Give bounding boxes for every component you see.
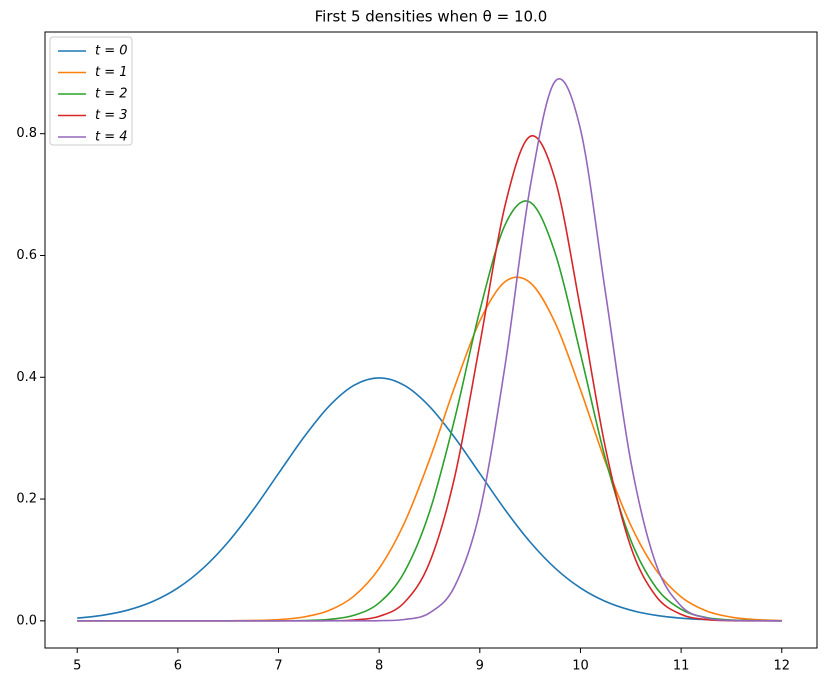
legend-label: t = 1 (95, 65, 128, 80)
line-series (77, 200, 782, 622)
y-tick-label: 0.6 (16, 248, 37, 263)
y-tick-label: 0.2 (16, 492, 37, 507)
chart-title: First 5 densities when θ = 10.0 (315, 8, 548, 26)
x-tick-label: 6 (174, 659, 182, 674)
legend-label: t = 3 (95, 108, 128, 123)
line-series (77, 377, 782, 622)
x-tick-label: 10 (572, 659, 589, 674)
y-tick-label: 0.0 (16, 613, 37, 628)
legend-label: t = 2 (95, 87, 128, 102)
line-series (77, 135, 782, 622)
x-tick-label: 5 (73, 659, 81, 674)
plot-frame (44, 31, 818, 649)
x-tick-label: 9 (476, 659, 484, 674)
line-series (77, 276, 782, 622)
y-tick-label: 0.4 (16, 370, 37, 385)
x-tick-label: 11 (673, 659, 690, 674)
x-tick-label: 12 (773, 659, 790, 674)
line-series (77, 78, 782, 622)
legend-box (49, 36, 133, 146)
y-tick-label: 0.8 (16, 126, 37, 141)
legend-label: t = 0 (95, 44, 128, 59)
x-tick-label: 7 (274, 659, 282, 674)
x-tick-label: 8 (375, 659, 383, 674)
legend-label: t = 4 (95, 130, 128, 145)
